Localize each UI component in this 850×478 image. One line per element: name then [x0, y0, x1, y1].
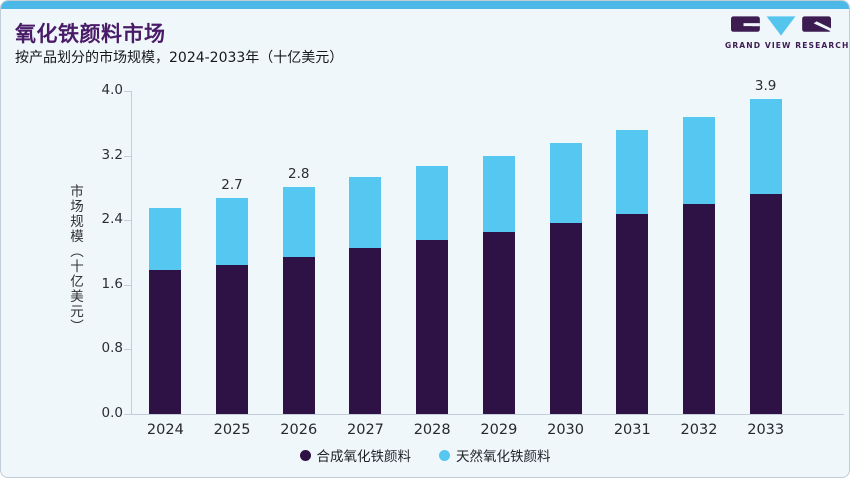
- bar-slot: 2024: [132, 91, 199, 438]
- bar-segment-synthetic: [749, 194, 782, 414]
- y-axis-line: [131, 91, 132, 414]
- x-axis-line: [131, 414, 844, 415]
- y-tick-mark: [124, 284, 131, 286]
- bar-slot: 2027: [332, 91, 399, 438]
- x-tick-label: 2029: [480, 422, 518, 438]
- gvr-logo: GRAND VIEW RESEARCH: [725, 15, 850, 50]
- y-tick-mark: [124, 91, 131, 92]
- y-tick-mark: [124, 220, 131, 222]
- bar-segment-synthetic: [482, 232, 515, 414]
- bar-slot: 2032: [666, 91, 733, 438]
- bar-total-label: 3.9: [754, 78, 777, 95]
- stacked-bar: [216, 197, 249, 414]
- x-tick-label: 2033: [747, 422, 785, 438]
- stacked-bar: [149, 208, 182, 414]
- stacked-bar: [482, 155, 515, 414]
- bar-segment-natural: [149, 208, 182, 271]
- bar-segment-natural: [549, 142, 582, 224]
- bar-segment-synthetic: [149, 270, 182, 414]
- stacked-bar: [749, 99, 782, 414]
- bar-segment-natural: [416, 166, 449, 241]
- x-tick-label: 2028: [413, 422, 451, 438]
- legend-dot-icon: [439, 449, 450, 461]
- bar-segment-synthetic: [549, 223, 582, 414]
- x-tick-label: 2032: [680, 422, 718, 438]
- chart-legend: 合成氧化铁颜料 天然氧化铁颜料: [1, 445, 849, 465]
- x-tick-label: 2030: [547, 422, 585, 438]
- stacked-bar: [682, 116, 715, 414]
- bar-slot: 2.7 2025: [199, 91, 266, 438]
- bar-segment-natural: [216, 197, 249, 265]
- x-tick-label: 2026: [280, 422, 318, 438]
- bar-segment-natural: [349, 176, 382, 249]
- bar-segment-natural: [682, 116, 715, 205]
- bar-slot: 3.9 2033: [732, 78, 799, 438]
- y-tick-label: 1.6: [101, 275, 123, 292]
- legend-label: 合成氧化铁颜料: [316, 449, 412, 465]
- bars-container: 2024 2.7 2025 2.8 2026 2027 2028 2029 2030 2031 20…: [132, 78, 799, 438]
- legend-item: 合成氧化铁颜料: [299, 445, 412, 465]
- bar-total-label: 2.7: [221, 176, 243, 193]
- x-tick-label: 2031: [613, 422, 651, 438]
- bar-segment-synthetic: [216, 264, 249, 414]
- bar-segment-synthetic: [282, 257, 315, 414]
- stacked-bar: [616, 129, 649, 414]
- page-title: 氧化铁颜料市场: [15, 22, 166, 46]
- card-top-accent: [1, 1, 849, 9]
- y-tick-label: 0.8: [101, 340, 123, 357]
- stacked-bar: [349, 176, 382, 414]
- chart-subtitle: 按产品划分的市场规模，2024-2033年（十亿美元）: [15, 50, 344, 66]
- gvr-logo-text: GRAND VIEW RESEARCH: [725, 41, 850, 50]
- y-tick-mark: [124, 155, 131, 157]
- y-tick-mark: [124, 414, 131, 415]
- y-tick-label: 0.0: [101, 405, 123, 421]
- legend-item: 天然氧化铁颜料: [439, 445, 551, 465]
- y-tick-mark: [124, 349, 131, 351]
- stacked-bar: [416, 166, 449, 414]
- x-tick-label: 2027: [347, 422, 384, 438]
- x-tick-label: 2025: [213, 422, 251, 438]
- bar-segment-synthetic: [416, 240, 449, 414]
- bar-segment-natural: [282, 187, 315, 258]
- bar-slot: 2028: [399, 91, 466, 438]
- legend-label: 天然氧化铁颜料: [456, 449, 551, 465]
- bar-segment-synthetic: [349, 248, 382, 414]
- stacked-bar: [549, 142, 582, 414]
- bar-slot: 2029: [466, 91, 533, 438]
- y-tick-label: 4.0: [101, 82, 123, 98]
- legend-dot-icon: [299, 449, 311, 461]
- bar-segment-synthetic: [682, 204, 715, 414]
- bar-segment-synthetic: [616, 213, 649, 414]
- bar-slot: 2030: [532, 91, 599, 438]
- y-tick-label: 3.2: [101, 146, 123, 163]
- stacked-bar: [282, 187, 315, 414]
- bar-slot: 2031: [599, 91, 666, 438]
- bar-segment-natural: [749, 99, 782, 195]
- y-tick-label: 2.4: [101, 211, 123, 228]
- bar-segment-natural: [482, 155, 515, 233]
- y-axis-title: 市场规模（十亿美元）: [67, 184, 83, 334]
- x-tick-label: 2024: [146, 422, 184, 438]
- bar-total-label: 2.8: [288, 166, 310, 183]
- bar-slot: 2.8 2026: [265, 91, 332, 438]
- gvr-logo-icon: [731, 16, 831, 36]
- bar-segment-natural: [616, 129, 649, 214]
